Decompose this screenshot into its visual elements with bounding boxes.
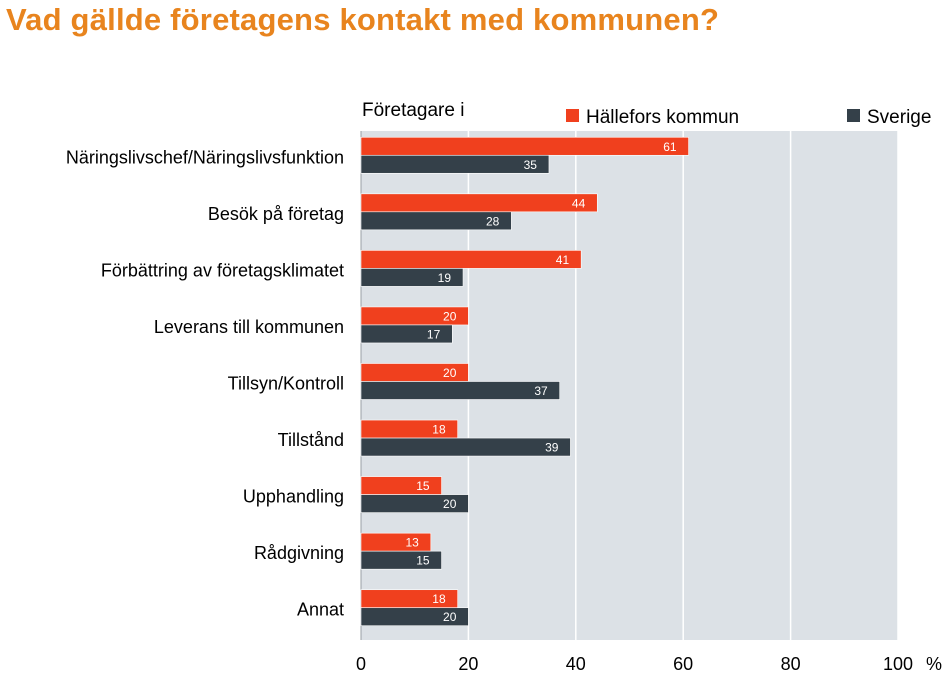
x-tick-label: 100 bbox=[883, 654, 913, 674]
x-tick-labels: 0 20 40 60 80 100% bbox=[356, 654, 942, 674]
x-axis-unit: % bbox=[926, 654, 942, 674]
data-label: 20 bbox=[443, 497, 457, 511]
data-label: 41 bbox=[556, 253, 570, 267]
category-label: Leverans till kommunen bbox=[154, 317, 344, 337]
legend-label-hallefors: Hällefors kommun bbox=[586, 107, 739, 128]
category-labels: Näringslivschef/Näringslivsfunktion Besök… bbox=[66, 147, 344, 619]
bar-sverige bbox=[360, 154, 550, 174]
data-label: 15 bbox=[416, 479, 430, 493]
category-label: Förbättring av företagsklimatet bbox=[101, 260, 344, 280]
data-label: 44 bbox=[572, 196, 586, 210]
x-tick-label: 80 bbox=[781, 654, 801, 674]
bar-hallefors bbox=[360, 193, 598, 213]
data-label: 39 bbox=[545, 441, 559, 455]
category-label: Tillsyn/Kontroll bbox=[228, 374, 344, 394]
legend: Företagare i Hällefors kommun Sverige bbox=[362, 100, 931, 128]
bar-sverige bbox=[360, 324, 453, 344]
category-label: Rådgivning bbox=[254, 543, 344, 563]
data-label: 18 bbox=[432, 423, 446, 437]
bar-sverige bbox=[360, 607, 469, 627]
x-tick-label: 20 bbox=[458, 654, 478, 674]
legend-label-sverige: Sverige bbox=[867, 107, 931, 128]
data-label: 20 bbox=[443, 366, 457, 380]
data-label: 19 bbox=[438, 271, 452, 285]
category-label: Tillstånd bbox=[278, 430, 344, 450]
category-label: Besök på företag bbox=[208, 204, 344, 224]
legend-swatch-hallefors bbox=[566, 109, 579, 122]
data-label: 37 bbox=[534, 384, 548, 398]
bar-hallefors bbox=[360, 250, 582, 269]
category-label: Näringslivschef/Näringslivsfunktion bbox=[66, 147, 344, 167]
category-label: Upphandling bbox=[243, 487, 344, 507]
bar-hallefors bbox=[360, 532, 432, 552]
x-tick-label: 60 bbox=[673, 654, 693, 674]
page-title: Vad gällde företagens kontakt med kommun… bbox=[6, 2, 720, 37]
bar-sverige bbox=[360, 381, 560, 400]
bar-sverige bbox=[360, 494, 469, 513]
legend-title: Företagare i bbox=[362, 100, 464, 121]
legend-swatch-sverige bbox=[847, 109, 860, 122]
data-label: 35 bbox=[524, 158, 538, 172]
bar-sverige bbox=[360, 437, 571, 457]
x-tick-label: 0 bbox=[356, 654, 366, 674]
bar-hallefors bbox=[360, 136, 689, 156]
data-label: 20 bbox=[443, 610, 457, 624]
bar-sverige bbox=[360, 211, 512, 231]
category-label: Annat bbox=[297, 600, 344, 620]
data-label: 15 bbox=[416, 554, 430, 568]
data-label: 61 bbox=[663, 140, 677, 154]
x-tick-label: 40 bbox=[566, 654, 586, 674]
data-label: 18 bbox=[432, 592, 446, 606]
data-label: 28 bbox=[486, 214, 500, 228]
bar-sverige bbox=[360, 268, 464, 287]
data-label: 17 bbox=[427, 327, 441, 341]
data-label: 13 bbox=[405, 536, 419, 550]
bar-sverige bbox=[360, 550, 442, 570]
data-label: 20 bbox=[443, 309, 457, 323]
